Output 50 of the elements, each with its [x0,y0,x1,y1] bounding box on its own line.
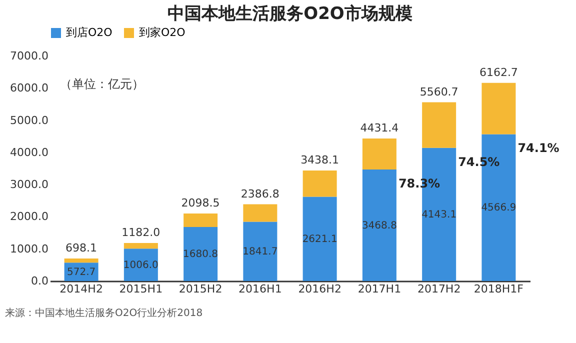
total-label: 5560.7 [420,85,458,98]
legend-label: 到店O2O [66,26,113,39]
bar [362,170,396,281]
data-label: 2621.1 [302,234,338,245]
x-tick-label: 2017H2 [417,282,461,296]
bar [184,214,218,227]
bar [302,170,337,197]
data-label: 1006.0 [123,260,158,271]
bar [243,222,278,281]
bar [302,196,337,281]
y-tick-label: 4000.0 [10,146,48,159]
x-tick-label: 2015H1 [119,282,163,296]
bar [184,226,218,281]
x-tick-label: 2017H1 [358,282,402,296]
y-tick-label: 7000.0 [10,50,48,62]
total-label: 4431.4 [360,122,399,135]
source-note: 来源：中国本地生活服务O2O行业分析2018 [5,307,203,319]
x-tick-label: 2016H1 [238,282,282,296]
x-tick-label: 2015H2 [178,282,222,296]
x-tick-label: 2014H2 [60,282,103,296]
bar [422,102,456,148]
data-label: 1680.8 [183,248,218,260]
y-tick-label: 3000.0 [10,178,48,192]
bar [64,258,98,263]
y-tick-label: 2000.0 [10,210,48,224]
bar [482,82,516,134]
data-label: 4566.9 [481,202,516,214]
total-label: 1182.0 [122,226,160,240]
data-label: 3468.8 [362,220,397,232]
data-label: 572.7 [66,266,96,278]
bar [124,243,158,249]
annotation: （单位：亿元） [60,77,144,91]
legend-label: 到家O2O [139,26,186,39]
annotation: 74.1% [518,141,560,156]
total-label: 3438.1 [300,153,340,166]
data-label: 4143.1 [422,209,457,220]
x-tick-label: 2016H2 [298,282,342,296]
bar [362,138,396,170]
total-label: 2386.8 [240,187,280,200]
y-tick-label: 6000.0 [10,82,48,95]
total-label: 6162.7 [479,66,518,79]
total-label: 2098.5 [181,196,220,210]
x-tick-label: 2018H1F [474,282,524,296]
total-label: 698.1 [66,242,98,255]
data-label: 1841.7 [242,246,278,258]
y-tick-label: 5000.0 [10,114,48,127]
chart-title: 中国本地生活服务O2O市场规模 [168,4,412,24]
bar [243,204,278,222]
y-tick-label: 0.0 [31,274,48,288]
y-tick-label: 1000.0 [10,242,48,256]
